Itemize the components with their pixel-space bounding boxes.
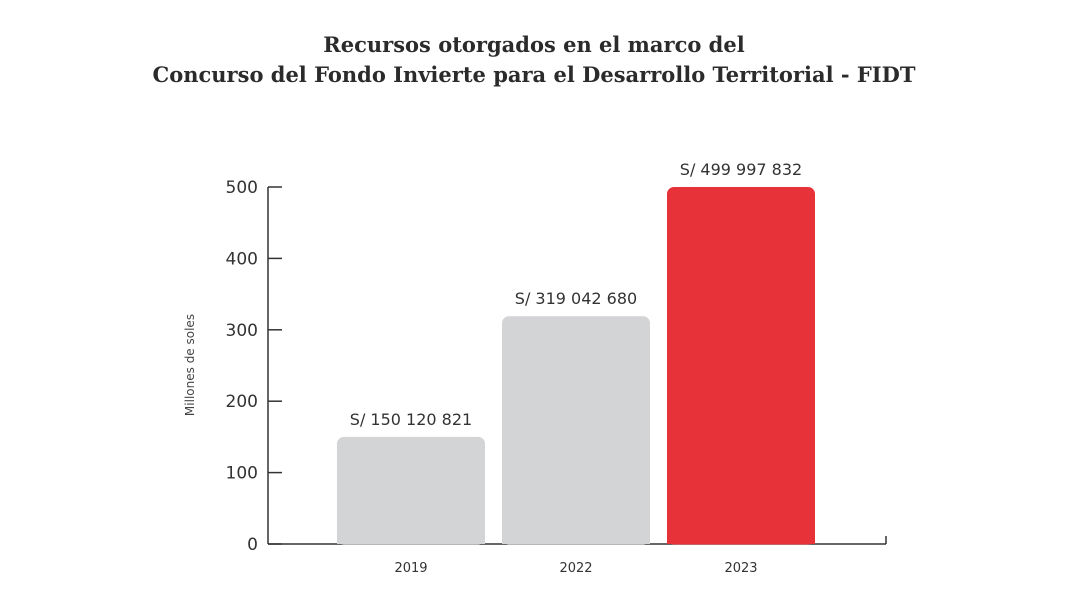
value-label-2019: S/ 150 120 821 xyxy=(350,410,472,429)
bar-2022 xyxy=(502,316,650,545)
chart-title-line-1: Recursos otorgados en el marco del xyxy=(323,32,745,57)
chart-axes: 0 100 200 300 400 500 xyxy=(226,178,887,555)
value-label-2023: S/ 499 997 832 xyxy=(680,160,802,179)
chart-bars xyxy=(337,187,815,545)
y-tick-label: 200 xyxy=(226,392,258,412)
bar-base-2019 xyxy=(337,534,485,544)
y-tick-label: 400 xyxy=(226,249,258,269)
bar-2023 xyxy=(667,187,815,545)
y-tick-label: 100 xyxy=(226,464,258,484)
x-tick-label-2019: 2019 xyxy=(394,561,427,576)
bar-base-2023 xyxy=(667,534,815,544)
y-axis-title: Millones de soles xyxy=(183,314,197,416)
y-tick-label: 0 xyxy=(247,535,258,555)
y-tick-label: 300 xyxy=(226,321,258,341)
y-tick-label: 500 xyxy=(226,178,258,198)
chart-title-line-2: Concurso del Fondo Invierte para el Desa… xyxy=(152,62,916,87)
x-tick-label-2023: 2023 xyxy=(724,561,757,576)
chart-labels: S/ 150 120 821 2019 S/ 319 042 680 2022 S/ 4… xyxy=(350,160,802,576)
bar-base-2022 xyxy=(502,534,650,544)
bar-2019 xyxy=(337,436,485,545)
x-tick-label-2022: 2022 xyxy=(559,561,592,576)
value-label-2022: S/ 319 042 680 xyxy=(515,289,637,308)
